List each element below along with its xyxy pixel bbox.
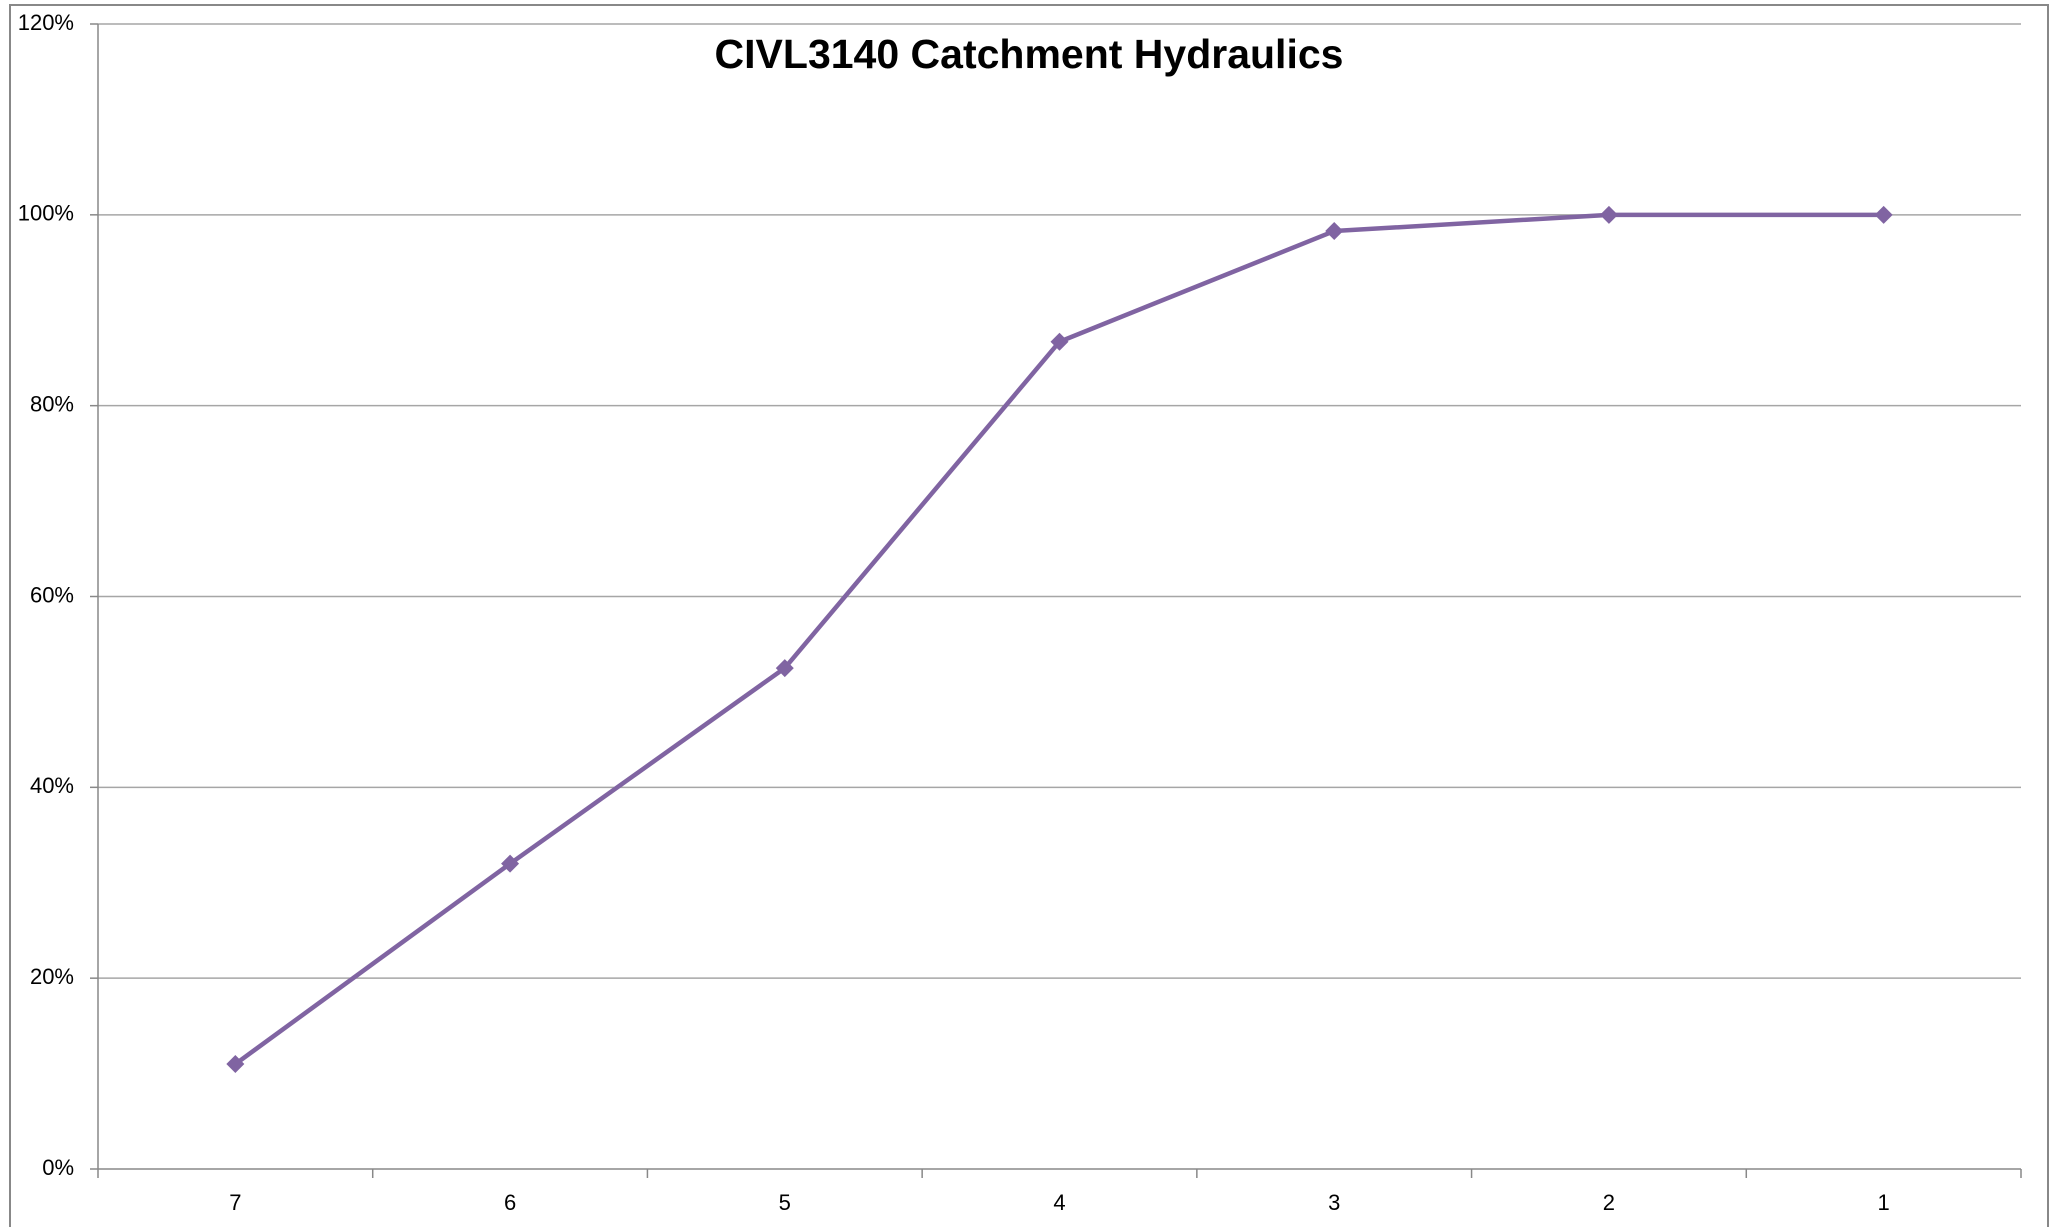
- y-tick-label: 80%: [30, 391, 74, 416]
- y-tick-label: 0%: [42, 1155, 74, 1180]
- x-tick-label: 1: [1878, 1190, 1890, 1215]
- x-tick-label: 7: [229, 1190, 241, 1215]
- x-tick-label: 4: [1053, 1190, 1065, 1215]
- marker: [226, 1055, 245, 1074]
- marker: [775, 659, 794, 678]
- x-tick-label: 5: [779, 1190, 791, 1215]
- x-tick-label: 3: [1328, 1190, 1340, 1215]
- x-tick-label: 6: [504, 1190, 516, 1215]
- x-tick-label: 2: [1603, 1190, 1615, 1215]
- marker: [1325, 222, 1344, 241]
- y-tick-label: 40%: [30, 773, 74, 798]
- marker: [1050, 332, 1069, 351]
- y-tick-label: 60%: [30, 582, 74, 607]
- chart-title: CIVL3140 Catchment Hydraulics: [715, 31, 1344, 77]
- marker: [1874, 205, 1893, 224]
- chart-border: [9, 4, 2049, 1227]
- y-tick-label: 120%: [18, 10, 74, 35]
- y-tick-label: 20%: [30, 964, 74, 989]
- marker: [1599, 205, 1618, 224]
- marker: [501, 854, 520, 873]
- y-tick-label: 100%: [18, 201, 74, 226]
